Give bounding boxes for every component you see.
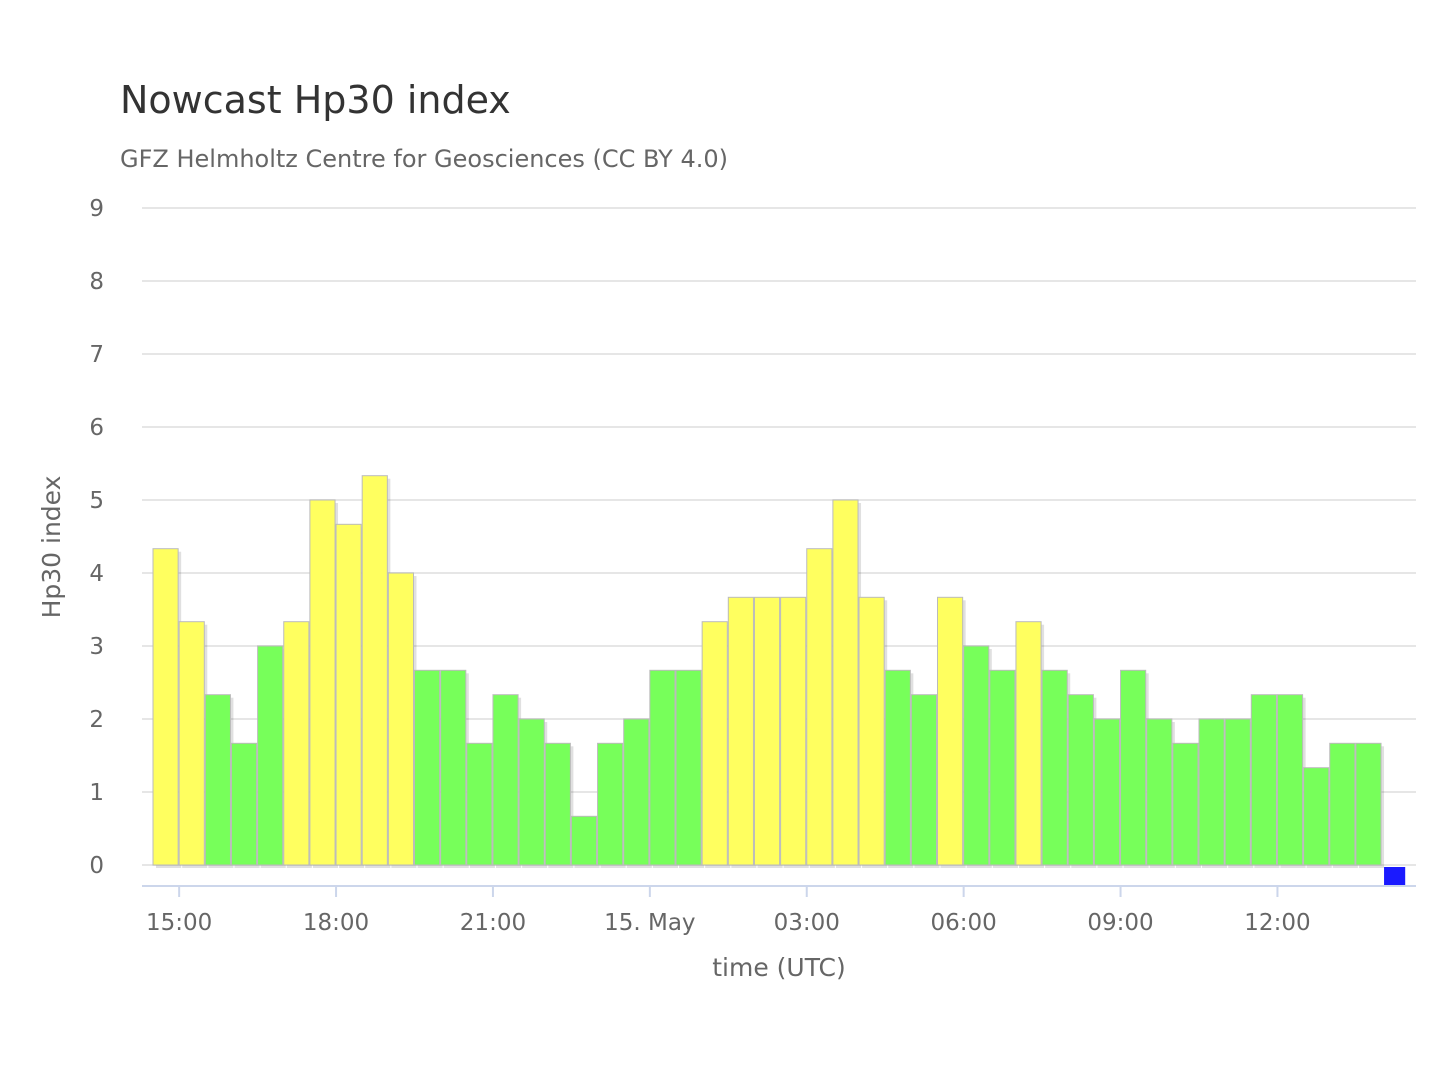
bar[interactable] <box>544 742 571 866</box>
bar-current[interactable] <box>1384 867 1406 885</box>
y-tick-label: 1 <box>89 780 104 806</box>
bar[interactable] <box>649 669 676 866</box>
bar[interactable] <box>283 621 310 866</box>
x-tick-label: 21:00 <box>460 910 526 936</box>
bar[interactable] <box>1172 742 1199 866</box>
bar[interactable] <box>230 742 258 866</box>
y-tick-label: 3 <box>89 634 104 660</box>
bar[interactable] <box>440 669 467 866</box>
bar[interactable] <box>518 718 545 866</box>
bar[interactable] <box>309 499 336 866</box>
x-tick-label: 06:00 <box>931 910 997 936</box>
x-tick-label: 15:00 <box>146 910 212 936</box>
bar[interactable] <box>466 742 493 866</box>
bar[interactable] <box>884 669 911 866</box>
bar[interactable] <box>1146 718 1173 866</box>
y-tick-label: 8 <box>89 269 104 295</box>
bar[interactable] <box>257 645 284 866</box>
bar[interactable] <box>858 596 885 866</box>
bar[interactable] <box>910 694 937 866</box>
bar[interactable] <box>1198 718 1225 866</box>
bar[interactable] <box>152 548 179 866</box>
bar[interactable] <box>1355 742 1382 866</box>
bar[interactable] <box>1303 767 1330 866</box>
bar[interactable] <box>832 499 859 866</box>
bar[interactable] <box>963 645 990 866</box>
y-tick-label: 6 <box>89 415 104 441</box>
bar[interactable] <box>753 596 781 866</box>
bar[interactable] <box>1250 694 1277 866</box>
bar[interactable] <box>1329 742 1356 866</box>
x-tick-label: 18:00 <box>303 910 369 936</box>
y-tick-label: 4 <box>89 561 104 587</box>
bar[interactable] <box>701 621 728 866</box>
bar[interactable] <box>335 523 362 866</box>
bar[interactable] <box>1224 718 1251 866</box>
chart-subtitle: GFZ Helmholtz Centre for Geosciences (CC… <box>120 145 729 173</box>
x-axis-title: time (UTC) <box>712 953 846 982</box>
bar[interactable] <box>780 596 807 866</box>
y-tick-label: 7 <box>89 342 104 368</box>
bar[interactable] <box>806 548 833 866</box>
bar[interactable] <box>204 694 231 866</box>
x-tick-label: 03:00 <box>774 910 840 936</box>
bar[interactable] <box>623 718 650 866</box>
chart-title: Nowcast Hp30 index <box>120 78 511 122</box>
bar[interactable] <box>1041 669 1068 866</box>
bar[interactable] <box>597 742 624 866</box>
bar[interactable] <box>1093 718 1121 866</box>
bar[interactable] <box>492 694 519 866</box>
bar[interactable] <box>727 596 754 866</box>
x-tick-label: 09:00 <box>1087 910 1153 936</box>
bar[interactable] <box>387 572 415 866</box>
y-tick-label: 0 <box>89 853 104 879</box>
bar[interactable] <box>1067 694 1094 866</box>
bar[interactable] <box>1120 669 1147 866</box>
bar[interactable] <box>1015 621 1042 866</box>
bar[interactable] <box>414 669 441 866</box>
bar[interactable] <box>361 475 388 866</box>
bar[interactable] <box>937 596 964 866</box>
bar[interactable] <box>178 621 205 866</box>
y-tick-label: 5 <box>89 488 104 514</box>
bar[interactable] <box>675 669 702 866</box>
bar[interactable] <box>570 815 598 866</box>
bar[interactable] <box>989 669 1016 866</box>
y-tick-label: 2 <box>89 707 104 733</box>
x-tick-label: 15. May <box>604 910 695 936</box>
x-tick-label: 12:00 <box>1244 910 1310 936</box>
bar[interactable] <box>1276 694 1304 866</box>
y-axis-title: Hp30 index <box>37 476 66 619</box>
y-tick-label: 9 <box>89 196 104 222</box>
